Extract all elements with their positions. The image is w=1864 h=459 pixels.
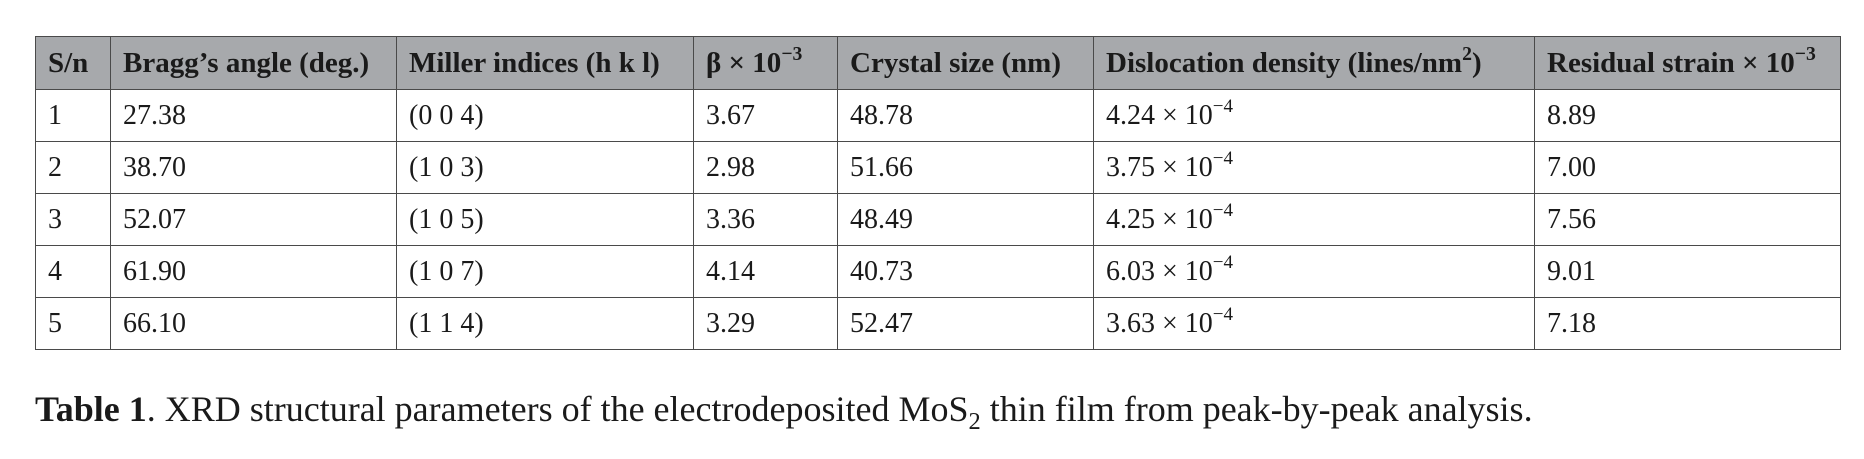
cell-sn: 3 <box>35 193 111 246</box>
header-miller-indices: Miller indices (h k l) <box>396 36 694 90</box>
header-beta: β × 10−3 <box>693 36 838 90</box>
cell-dislocation-density: 3.63 × 10−4 <box>1093 297 1535 350</box>
header-crystal-size: Crystal size (nm) <box>837 36 1094 90</box>
cell-sn: 2 <box>35 141 111 194</box>
header-dislocation-text: Dislocation density (lines/nm <box>1106 46 1463 79</box>
cell-bragg-angle: 66.10 <box>110 297 397 350</box>
table-row: 5 66.10 (1 1 4) 3.29 52.47 3.63 × 10−4 7… <box>35 297 1841 350</box>
cell-dislocation-exponent: −4 <box>1212 147 1234 169</box>
cell-beta: 2.98 <box>693 141 838 194</box>
cell-crystal-size: 40.73 <box>837 245 1094 298</box>
header-bragg-angle: Bragg’s angle (deg.) <box>110 36 397 90</box>
cell-dislocation-mantissa: 4.25 × 10 <box>1106 203 1213 235</box>
cell-crystal-size: 48.78 <box>837 89 1094 142</box>
cell-dislocation-mantissa: 4.24 × 10 <box>1106 99 1213 131</box>
table-body: 1 27.38 (0 0 4) 3.67 48.78 4.24 × 10−4 8… <box>35 89 1841 350</box>
caption-text-after: thin film from peak-by-peak analysis. <box>980 389 1533 429</box>
cell-sn: 4 <box>35 245 111 298</box>
cell-sn: 5 <box>35 297 111 350</box>
header-dislocation-suffix: ) <box>1471 46 1482 79</box>
cell-dislocation-density: 4.25 × 10−4 <box>1093 193 1535 246</box>
table-row: 4 61.90 (1 0 7) 4.14 40.73 6.03 × 10−4 9… <box>35 245 1841 298</box>
cell-residual-strain: 8.89 <box>1534 89 1841 142</box>
header-sn: S/n <box>35 36 111 90</box>
cell-dislocation-exponent: −4 <box>1212 303 1234 325</box>
caption-text-before: . XRD structural parameters of the elect… <box>146 389 969 429</box>
table-row: 3 52.07 (1 0 5) 3.36 48.49 4.25 × 10−4 7… <box>35 193 1841 246</box>
cell-dislocation-density: 6.03 × 10−4 <box>1093 245 1535 298</box>
cell-miller-indices: (0 0 4) <box>396 89 694 142</box>
cell-beta: 3.67 <box>693 89 838 142</box>
cell-dislocation-mantissa: 6.03 × 10 <box>1106 255 1213 287</box>
cell-bragg-angle: 27.38 <box>110 89 397 142</box>
cell-crystal-size: 51.66 <box>837 141 1094 194</box>
cell-residual-strain: 9.01 <box>1534 245 1841 298</box>
cell-dislocation-exponent: −4 <box>1212 95 1234 117</box>
cell-residual-strain: 7.56 <box>1534 193 1841 246</box>
xrd-table-container: S/n Bragg’s angle (deg.) Miller indices … <box>35 36 1841 350</box>
table-header: S/n Bragg’s angle (deg.) Miller indices … <box>35 36 1841 90</box>
header-strain-text: Residual strain × 10 <box>1547 46 1795 79</box>
header-residual-strain: Residual strain × 10−3 <box>1534 36 1841 90</box>
cell-miller-indices: (1 0 5) <box>396 193 694 246</box>
header-dislocation-density: Dislocation density (lines/nm2) <box>1093 36 1535 90</box>
header-dislocation-exponent: 2 <box>1462 42 1472 65</box>
cell-dislocation-mantissa: 3.63 × 10 <box>1106 307 1213 339</box>
caption-subscript: 2 <box>968 407 981 435</box>
cell-beta: 3.29 <box>693 297 838 350</box>
cell-beta: 3.36 <box>693 193 838 246</box>
table-row: 2 38.70 (1 0 3) 2.98 51.66 3.75 × 10−4 7… <box>35 141 1841 194</box>
cell-beta: 4.14 <box>693 245 838 298</box>
cell-dislocation-exponent: −4 <box>1212 251 1234 273</box>
table-caption: Table 1. XRD structural parameters of th… <box>35 388 1533 434</box>
xrd-parameters-table: S/n Bragg’s angle (deg.) Miller indices … <box>35 36 1841 350</box>
cell-miller-indices: (1 0 7) <box>396 245 694 298</box>
cell-bragg-angle: 38.70 <box>110 141 397 194</box>
header-row: S/n Bragg’s angle (deg.) Miller indices … <box>35 36 1841 90</box>
cell-residual-strain: 7.00 <box>1534 141 1841 194</box>
table-row: 1 27.38 (0 0 4) 3.67 48.78 4.24 × 10−4 8… <box>35 89 1841 142</box>
cell-crystal-size: 48.49 <box>837 193 1094 246</box>
cell-miller-indices: (1 1 4) <box>396 297 694 350</box>
cell-bragg-angle: 61.90 <box>110 245 397 298</box>
cell-dislocation-exponent: −4 <box>1212 199 1234 221</box>
cell-dislocation-density: 3.75 × 10−4 <box>1093 141 1535 194</box>
cell-bragg-angle: 52.07 <box>110 193 397 246</box>
cell-dislocation-density: 4.24 × 10−4 <box>1093 89 1535 142</box>
cell-dislocation-mantissa: 3.75 × 10 <box>1106 151 1213 183</box>
cell-residual-strain: 7.18 <box>1534 297 1841 350</box>
cell-miller-indices: (1 0 3) <box>396 141 694 194</box>
cell-crystal-size: 52.47 <box>837 297 1094 350</box>
header-beta-exponent: −3 <box>781 42 803 65</box>
cell-sn: 1 <box>35 89 111 142</box>
header-strain-exponent: −3 <box>1794 42 1816 65</box>
caption-label: Table 1 <box>35 389 147 429</box>
header-beta-text: β × 10 <box>706 46 782 79</box>
